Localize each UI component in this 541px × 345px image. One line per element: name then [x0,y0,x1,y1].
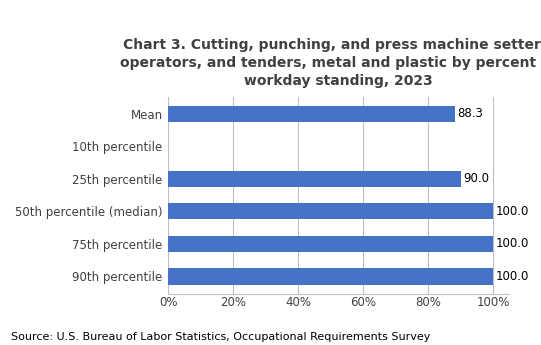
Text: 88.3: 88.3 [458,107,484,120]
Text: 90.0: 90.0 [463,172,489,185]
Text: 100.0: 100.0 [496,237,529,250]
Text: 100.0: 100.0 [496,205,529,218]
Bar [168,236,493,252]
Bar [168,203,493,219]
Title: Chart 3. Cutting, punching, and press machine setters,
operators, and tenders, m: Chart 3. Cutting, punching, and press ma… [121,38,541,88]
Text: Source: U.S. Bureau of Labor Statistics, Occupational Requirements Survey: Source: U.S. Bureau of Labor Statistics,… [11,332,430,342]
Bar [168,171,460,187]
Bar [168,106,455,122]
Bar [168,268,493,285]
Text: 100.0: 100.0 [496,270,529,283]
